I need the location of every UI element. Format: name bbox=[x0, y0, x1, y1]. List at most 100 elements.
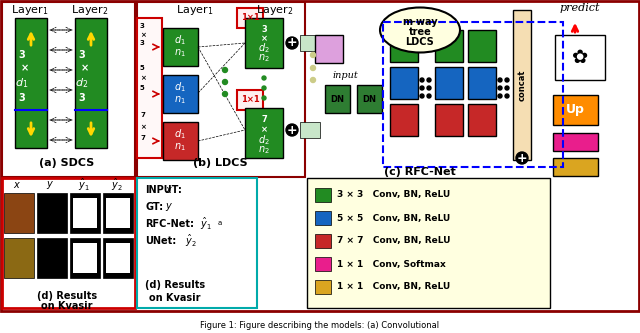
FancyBboxPatch shape bbox=[390, 104, 418, 136]
Text: 3: 3 bbox=[79, 50, 85, 60]
Text: +: + bbox=[287, 124, 298, 137]
FancyBboxPatch shape bbox=[555, 35, 605, 80]
Text: predict: predict bbox=[560, 3, 600, 13]
Circle shape bbox=[498, 86, 502, 90]
Text: 3: 3 bbox=[19, 93, 26, 103]
FancyBboxPatch shape bbox=[315, 257, 331, 271]
FancyBboxPatch shape bbox=[245, 108, 283, 158]
Bar bbox=[383, 22, 563, 167]
Text: on Kvasir: on Kvasir bbox=[149, 293, 201, 303]
Text: $\mathrm{Layer}_1$: $\mathrm{Layer}_1$ bbox=[177, 3, 214, 17]
Circle shape bbox=[420, 78, 424, 82]
FancyBboxPatch shape bbox=[137, 2, 305, 177]
Circle shape bbox=[262, 96, 266, 100]
Circle shape bbox=[498, 78, 502, 82]
Text: tree: tree bbox=[408, 27, 431, 37]
Text: 7: 7 bbox=[140, 112, 145, 118]
Circle shape bbox=[310, 78, 316, 83]
FancyBboxPatch shape bbox=[103, 193, 133, 233]
FancyBboxPatch shape bbox=[307, 178, 550, 308]
Text: $d_1$: $d_1$ bbox=[15, 76, 29, 90]
FancyBboxPatch shape bbox=[315, 211, 331, 225]
Text: $n_1$: $n_1$ bbox=[174, 94, 186, 106]
Text: 3 × 3   Conv, BN, ReLU: 3 × 3 Conv, BN, ReLU bbox=[337, 190, 451, 199]
FancyBboxPatch shape bbox=[468, 104, 496, 136]
FancyBboxPatch shape bbox=[435, 104, 463, 136]
Text: GT:: GT: bbox=[145, 202, 163, 212]
FancyBboxPatch shape bbox=[163, 122, 198, 160]
FancyBboxPatch shape bbox=[435, 67, 463, 99]
Text: $n_2$: $n_2$ bbox=[258, 144, 270, 156]
FancyBboxPatch shape bbox=[37, 238, 67, 278]
FancyBboxPatch shape bbox=[163, 75, 198, 113]
FancyBboxPatch shape bbox=[73, 243, 97, 273]
Text: UNet:: UNet: bbox=[145, 236, 176, 246]
FancyBboxPatch shape bbox=[300, 122, 320, 138]
Text: ×: × bbox=[140, 32, 146, 38]
Circle shape bbox=[286, 37, 298, 49]
Text: ×: × bbox=[140, 75, 146, 81]
Circle shape bbox=[427, 78, 431, 82]
Text: m-way: m-way bbox=[402, 17, 438, 27]
FancyBboxPatch shape bbox=[70, 238, 100, 278]
Circle shape bbox=[427, 94, 431, 98]
FancyBboxPatch shape bbox=[137, 18, 162, 158]
FancyBboxPatch shape bbox=[2, 178, 135, 308]
FancyBboxPatch shape bbox=[237, 90, 263, 110]
FancyBboxPatch shape bbox=[315, 35, 343, 63]
Text: $n_2$: $n_2$ bbox=[258, 52, 270, 64]
Text: 1×1: 1×1 bbox=[241, 96, 259, 105]
Text: $d_1$: $d_1$ bbox=[174, 80, 186, 94]
Circle shape bbox=[223, 92, 227, 97]
Text: (d) Results: (d) Results bbox=[145, 280, 205, 290]
Text: concat: concat bbox=[518, 69, 527, 101]
Text: (c) RFC-Net: (c) RFC-Net bbox=[384, 167, 456, 177]
Text: 1×1: 1×1 bbox=[241, 14, 259, 23]
FancyBboxPatch shape bbox=[390, 30, 418, 62]
Text: $d_2$: $d_2$ bbox=[258, 41, 270, 55]
Text: 3: 3 bbox=[140, 23, 145, 29]
FancyBboxPatch shape bbox=[553, 158, 598, 176]
Text: 3: 3 bbox=[19, 50, 26, 60]
FancyBboxPatch shape bbox=[73, 198, 97, 228]
Text: +: + bbox=[516, 152, 527, 165]
Text: +: + bbox=[287, 37, 298, 50]
FancyBboxPatch shape bbox=[435, 30, 463, 62]
Circle shape bbox=[310, 53, 316, 58]
FancyBboxPatch shape bbox=[70, 193, 100, 233]
Text: DN: DN bbox=[330, 95, 344, 104]
FancyBboxPatch shape bbox=[468, 30, 496, 62]
Text: 3: 3 bbox=[79, 93, 85, 103]
Text: $\mathrm{Layer}_1$: $\mathrm{Layer}_1$ bbox=[12, 3, 49, 17]
Text: $\hat{y}_1$: $\hat{y}_1$ bbox=[78, 177, 90, 193]
Circle shape bbox=[516, 152, 528, 164]
Text: $\hat{y}_2$: $\hat{y}_2$ bbox=[111, 177, 123, 193]
Text: $d_1$: $d_1$ bbox=[174, 127, 186, 141]
FancyBboxPatch shape bbox=[1, 1, 639, 311]
Text: $\mathrm{Layer}_2$: $\mathrm{Layer}_2$ bbox=[72, 3, 109, 17]
Text: $d_1$: $d_1$ bbox=[174, 33, 186, 47]
Text: ✿: ✿ bbox=[572, 48, 588, 67]
Circle shape bbox=[223, 80, 227, 85]
Text: RFC-Net:: RFC-Net: bbox=[145, 219, 194, 229]
Text: 7 × 7   Conv, BN, ReLU: 7 × 7 Conv, BN, ReLU bbox=[337, 236, 451, 245]
FancyBboxPatch shape bbox=[390, 67, 418, 99]
Text: ×: × bbox=[21, 63, 29, 73]
Text: 7: 7 bbox=[261, 116, 267, 125]
Text: 5: 5 bbox=[140, 85, 145, 91]
Text: (b) LDCS: (b) LDCS bbox=[193, 158, 247, 168]
Ellipse shape bbox=[380, 8, 460, 53]
FancyBboxPatch shape bbox=[553, 95, 598, 125]
Text: ×: × bbox=[260, 35, 268, 44]
FancyBboxPatch shape bbox=[315, 188, 331, 202]
Circle shape bbox=[310, 66, 316, 71]
FancyBboxPatch shape bbox=[4, 238, 34, 278]
FancyBboxPatch shape bbox=[245, 18, 283, 68]
FancyBboxPatch shape bbox=[325, 85, 350, 113]
FancyBboxPatch shape bbox=[468, 67, 496, 99]
Text: $x$: $x$ bbox=[165, 185, 173, 195]
Circle shape bbox=[505, 94, 509, 98]
Text: Figure 1: Figure describing the models: (a) Convolutional: Figure 1: Figure describing the models: … bbox=[200, 320, 440, 329]
Text: input: input bbox=[332, 71, 358, 80]
FancyBboxPatch shape bbox=[75, 18, 107, 148]
